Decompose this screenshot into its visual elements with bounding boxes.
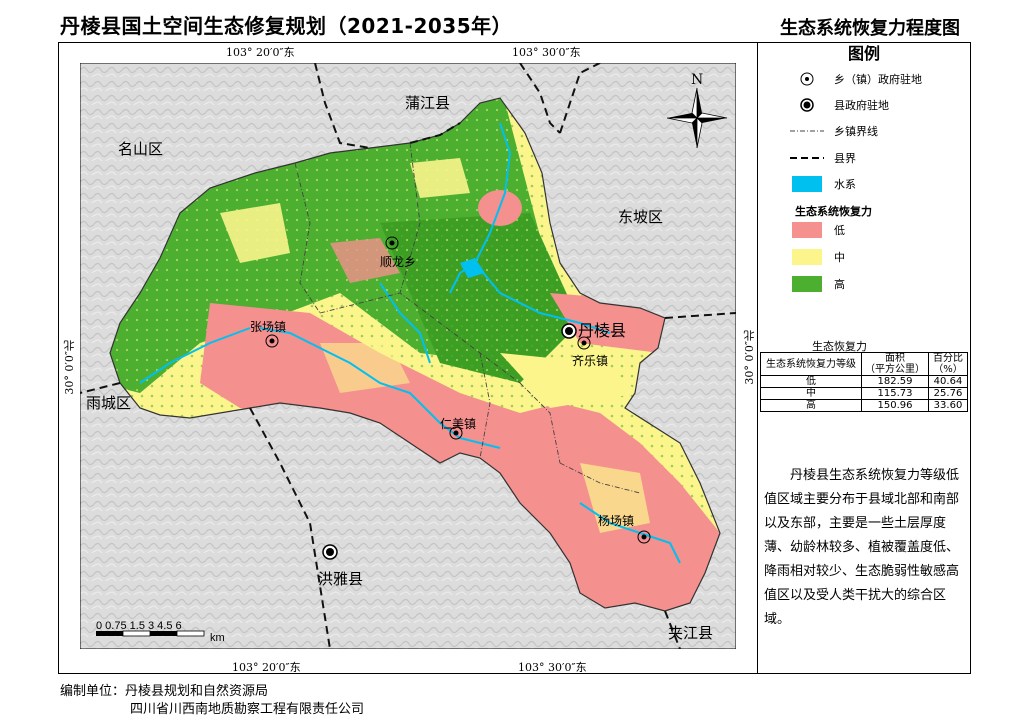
coord-top-right: 103° 30′0″东 [512, 46, 581, 59]
label-mingshan: 名山区 [118, 140, 164, 158]
header-area: 面积 （平方公里） [861, 352, 929, 376]
reservoir [460, 258, 485, 278]
town-boundaries [294, 142, 641, 494]
legend-label: 中 [834, 251, 845, 264]
north-arrow [666, 87, 728, 149]
high-swatch [790, 276, 824, 292]
legend-label: 高 [834, 278, 845, 291]
header-area-unit: （平方公里） [865, 364, 925, 375]
table-row: 低 182.59 40.64 [760, 375, 968, 388]
table-row: 高 150.96 33.60 [760, 399, 968, 412]
legend-class-mid: 中 [790, 249, 845, 265]
legend-label: 水系 [834, 178, 856, 191]
coord-bottom-right: 103° 30′0″东 [518, 661, 587, 674]
coord-left: 30° 0′0″北 [63, 340, 76, 395]
stats-table: 生态系统恢复力等级 面积 （平方公里） 百分比 （%） 低 182.59 40.… [760, 352, 968, 412]
page-title: 丹棱县国土空间生态修复规划（2021-2035年） [60, 14, 513, 38]
map-subtitle: 生态系统恢复力程度图 [780, 18, 960, 39]
header-area-label: 面积 [885, 353, 905, 364]
scale-labels: 0 0.75 1.5 3 4.5 6 km [96, 620, 225, 644]
map-panel [58, 42, 758, 674]
town-seat-icon [790, 71, 824, 87]
label-shunlong: 顺龙乡 [380, 255, 417, 269]
mid-swatch [790, 249, 824, 265]
label-pujiang: 蒲江县 [405, 94, 451, 112]
legend-town-seat: 乡（镇）政府驻地 [790, 71, 922, 87]
county-boundary-icon [790, 150, 824, 166]
label-danleng: 丹棱县 [578, 321, 627, 340]
county-seat-icon [790, 97, 824, 113]
label-jiajiang: 夹江县 [668, 624, 714, 642]
legend-water: 水系 [790, 176, 856, 192]
legend-label: 县界 [834, 152, 856, 165]
low-swatch [790, 222, 824, 238]
cell-area: 182.59 [861, 375, 929, 388]
water-swatch [790, 176, 824, 192]
legend-label: 县政府驻地 [834, 99, 889, 112]
county-outline [109, 97, 721, 612]
cell-pct: 40.64 [928, 375, 968, 388]
legend-subhead: 生态系统恢复力 [795, 205, 872, 218]
coord-bottom-left: 103° 20′0″东 [232, 661, 301, 674]
legend-title: 图例 [848, 44, 881, 63]
table-header-row: 生态系统恢复力等级 面积 （平方公里） 百分比 （%） [760, 352, 968, 376]
coord-top-left: 103° 20′0″东 [226, 46, 295, 59]
north-label: N [691, 72, 704, 88]
description-text: 丹棱县生态系统恢复力等级低值区域主要分布于县域北部和南部以及东部，主要是一些土层… [764, 468, 960, 627]
footer-org-1: 编制单位：丹棱县规划和自然资源局 [60, 684, 269, 699]
legend-town-boundary: 乡镇界线 [790, 123, 878, 139]
cell-pct: 25.76 [928, 387, 968, 400]
header-level: 生态系统恢复力等级 [760, 352, 862, 376]
legend-class-low: 低 [790, 222, 845, 238]
legend-label: 乡（镇）政府驻地 [834, 73, 922, 86]
cell-level: 中 [760, 387, 862, 400]
county-boundaries [80, 63, 736, 649]
scale-unit: km [210, 632, 225, 644]
cell-level: 高 [760, 399, 862, 412]
table-row: 中 115.73 25.76 [760, 387, 968, 400]
legend-class-high: 高 [790, 276, 845, 292]
cell-level: 低 [760, 375, 862, 388]
scale-bar [96, 630, 205, 637]
header-pct-label: 百分比 [933, 353, 963, 364]
table-caption: 生态恢复力 [812, 340, 867, 353]
county-seat-markers [322, 323, 577, 560]
footer-org-2: 四川省川西南地质勘察工程有限责任公司 [130, 702, 365, 717]
label-renmei: 仁美镇 [440, 417, 477, 431]
header-pct-unit: （%） [933, 364, 963, 375]
outer-frame [58, 42, 971, 674]
legend-county-seat: 县政府驻地 [790, 97, 889, 113]
cell-area: 115.73 [861, 387, 929, 400]
label-dongpo: 东坡区 [618, 208, 664, 226]
legend-county-boundary: 县界 [790, 150, 856, 166]
scale-ticks: 0 0.75 1.5 3 4.5 6 [96, 620, 182, 632]
cell-area: 150.96 [861, 399, 929, 412]
town-seat-markers [265, 236, 651, 544]
label-hongya: 洪雅县 [318, 570, 364, 588]
label-yangchang: 杨场镇 [598, 514, 635, 528]
label-qile: 齐乐镇 [572, 354, 609, 368]
legend-label: 低 [834, 224, 845, 237]
label-yucheng: 雨城区 [86, 394, 132, 412]
town-boundary-icon [790, 123, 824, 139]
label-zhangchang: 张场镇 [250, 320, 287, 334]
map-canvas[interactable] [80, 63, 736, 649]
legend-label: 乡镇界线 [834, 125, 878, 138]
water-system [139, 122, 681, 564]
header-pct: 百分比 （%） [928, 352, 968, 376]
cell-pct: 33.60 [928, 399, 968, 412]
coord-right: 30° 0′0″北 [743, 330, 756, 385]
